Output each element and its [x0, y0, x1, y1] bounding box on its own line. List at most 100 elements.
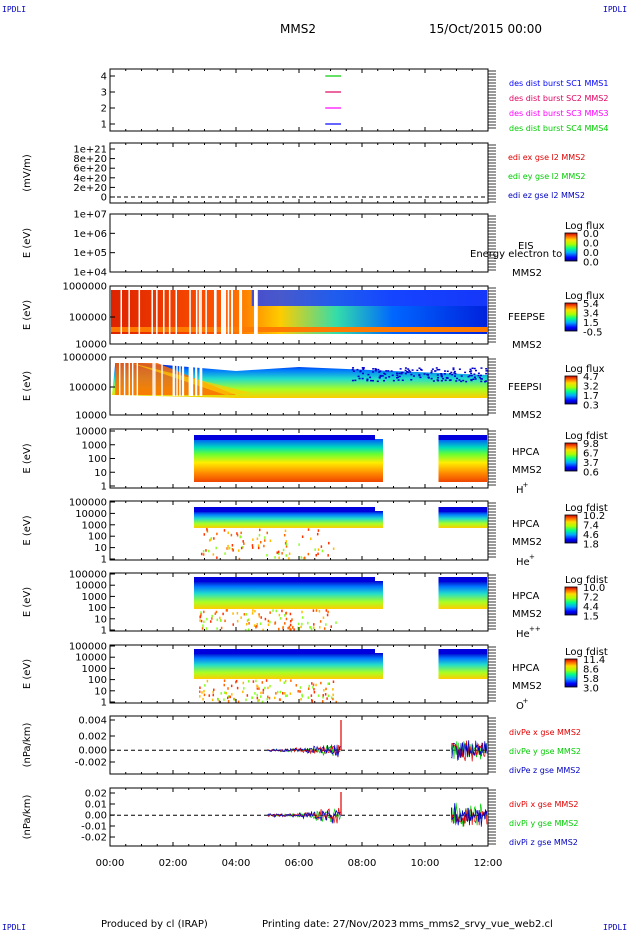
hpca_he2-scatter — [267, 619, 270, 623]
hpca_he2-scatter — [264, 617, 267, 621]
feepsi-speckle — [398, 375, 401, 378]
feepsi-speckle — [352, 367, 355, 369]
feepsi-speckle — [472, 378, 475, 381]
x-tick-label: 10:00 — [411, 858, 440, 869]
edi-ytick-label: 8e+20 — [73, 154, 107, 165]
feepsi-speckle — [418, 373, 421, 376]
hpca_o-scatter — [324, 693, 327, 696]
feepsi-colorbar-tick: 0.3 — [583, 401, 599, 412]
feepse-colorbar-title: Log flux — [565, 291, 605, 302]
feepse-gap — [189, 288, 191, 334]
hpca_o-scatter — [231, 693, 233, 696]
hpca_o-scatter — [236, 686, 239, 690]
feepsi-speckle — [470, 372, 473, 375]
feepsi-colorbar-tick: 3.2 — [583, 382, 599, 393]
hpca_o-ytick-label: 1 — [101, 698, 107, 709]
burst-ytick-label: 4 — [101, 72, 107, 83]
feepsi-speckle — [430, 370, 433, 372]
feepsi-speckle — [407, 368, 410, 370]
feepsi-speckle — [385, 370, 388, 372]
feepsi-speckle — [416, 369, 419, 372]
hpca_o-species-label: O — [516, 701, 524, 712]
divpe-legend-entry: divPe z gse MMS2 — [509, 766, 580, 775]
hpca_he2-scatter — [222, 612, 224, 616]
hpca_he-scatter — [277, 552, 280, 555]
hpca_o-scatter — [227, 695, 230, 698]
hpca_he2-scatter — [269, 620, 271, 624]
hpca_o-colorbar-tick: 11.4 — [583, 655, 605, 666]
hpca_h-instrument-label: HPCA — [512, 447, 540, 458]
feepsi-speckle — [387, 370, 390, 372]
feepsi-gap — [200, 360, 203, 396]
hpca_he-scatter — [274, 556, 276, 559]
hpca_o-top-fringe — [194, 649, 375, 654]
x-tick-label: 06:00 — [285, 858, 314, 869]
hpca_he2-colorbar-tick: 10.0 — [583, 583, 605, 594]
feepsi-gap — [152, 360, 154, 396]
hpca_he-scatter — [288, 552, 291, 555]
edi-ytick-label: 4e+20 — [73, 173, 107, 184]
hpca_he-scatter — [210, 537, 213, 540]
hpca_o-scatter — [260, 691, 262, 695]
hpca_he2-scatter — [205, 627, 208, 630]
hpca_he2-scatter — [259, 622, 262, 625]
x-tick-label: 04:00 — [222, 858, 251, 869]
feepsi-speckle — [473, 376, 476, 379]
hpca_he2-scatter — [253, 624, 256, 627]
eis-instrument-label: EIS — [518, 241, 534, 252]
hpca_he-scatter — [216, 556, 218, 559]
hpca_he2-scatter — [203, 620, 205, 624]
feepsi-speckle — [471, 367, 474, 370]
hpca_o-scatter — [252, 680, 255, 683]
hpca_o-spacecraft-label: MMS2 — [512, 681, 542, 692]
feepsi-speckle — [372, 371, 375, 373]
feepsi-speckle — [366, 378, 369, 380]
hpca_o-scatter — [317, 694, 320, 697]
hpca_h-top-fringe — [438, 435, 487, 440]
feepsi-speckle — [419, 368, 422, 371]
hpca_he2-scatter — [256, 623, 258, 626]
hpca_he2-scatter — [323, 627, 326, 630]
divpi-ytick-label: 0.00 — [85, 811, 107, 822]
hpca_he-scatter — [257, 544, 260, 547]
hpca_he2-scatter — [313, 626, 315, 629]
hpca_he2-scatter — [200, 619, 203, 623]
hpca_he2-scatter — [301, 610, 303, 614]
feepse-colorbar-tick: 5.4 — [583, 299, 599, 310]
feepsi-gap — [123, 360, 126, 396]
hpca_o-colorbar-tick: 8.6 — [583, 665, 599, 676]
hpca_o-scatter — [264, 686, 266, 690]
feepsi-speckle — [418, 367, 421, 369]
hpca_he2-scatter — [200, 611, 202, 614]
hpca_o-top-fringe — [438, 649, 487, 654]
hpca_he2-scatter — [202, 624, 204, 627]
hpca_o-scatter — [265, 679, 268, 682]
divpi-frame — [109, 787, 489, 847]
hpca_he2-scatter — [275, 609, 278, 613]
feepsi-speckle — [358, 377, 361, 380]
hpca_he-scatter — [285, 554, 288, 557]
hpca_he-scatter — [263, 544, 265, 548]
hpca_he-scatter — [202, 553, 205, 556]
hpca_he2-scatter — [232, 612, 234, 615]
hpca_he2-scatter — [285, 617, 288, 621]
hpca_h-spectrogram-a — [194, 439, 383, 482]
feepsi-gap — [179, 360, 181, 396]
feepsi-speckle — [436, 369, 439, 371]
hpca_o-colorbar-tick: 3.0 — [583, 684, 599, 695]
hpca_he2-ytick-label: 100 — [88, 603, 107, 614]
hpca_h-colorbar-tick: 3.7 — [583, 458, 599, 469]
hpca_o-scatter — [199, 690, 201, 693]
hpca_o-scatter — [208, 694, 211, 697]
feepsi-speckle — [396, 374, 399, 376]
hpca_he-scatter — [327, 554, 329, 557]
feepsi-speckle — [361, 377, 364, 380]
hpca_he2-scatter — [220, 626, 223, 630]
hpca_o-scatter — [279, 698, 281, 701]
hpca_he-scatter — [278, 556, 280, 560]
hpca_he2-scatter — [211, 617, 213, 620]
hpca_he-scatter — [288, 557, 290, 560]
hpca_h-ylabel: E (eV) — [22, 443, 33, 473]
hpca_o-scatter — [332, 693, 334, 697]
hpca_he-scatter — [317, 552, 319, 556]
